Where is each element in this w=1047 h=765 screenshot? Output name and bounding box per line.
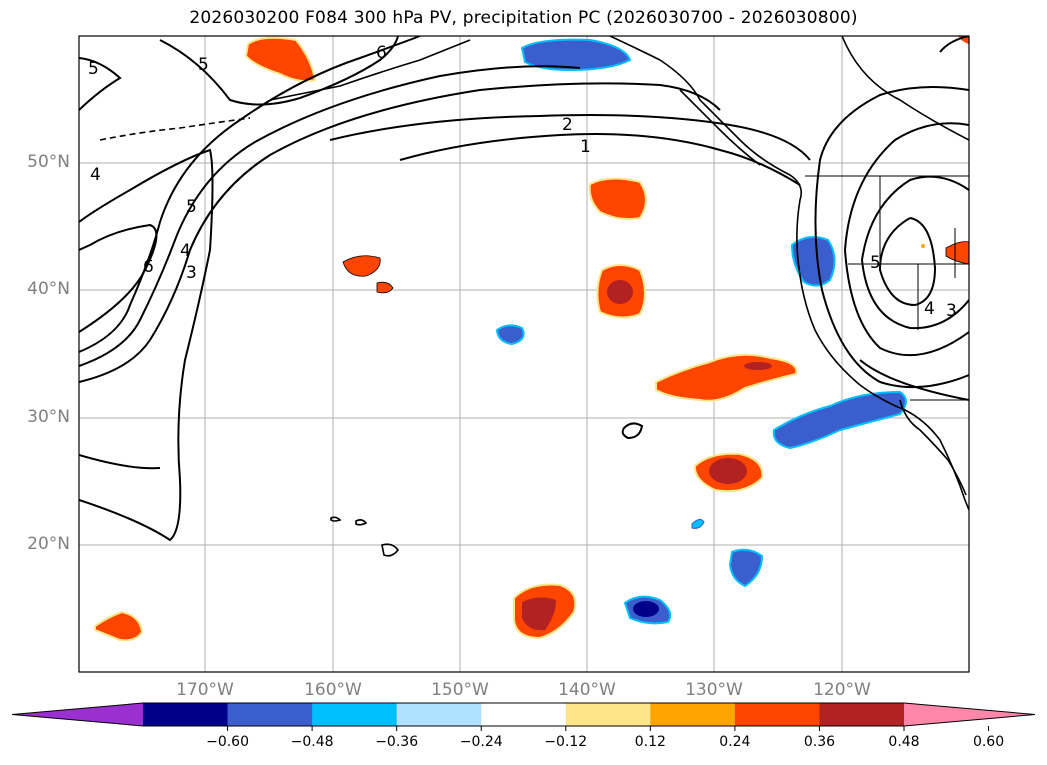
precip-blob xyxy=(244,36,317,83)
precip-blob xyxy=(94,610,144,642)
precip-blob xyxy=(772,390,907,450)
pv-contour-4 xyxy=(79,65,581,367)
precip-blob xyxy=(495,324,525,346)
precip-core xyxy=(522,597,556,631)
colorbar-tick-label: −0.48 xyxy=(290,734,334,750)
precip-blob xyxy=(376,281,394,294)
colorbar-segment xyxy=(396,703,482,726)
contour-label: 2 xyxy=(562,115,573,135)
hawaii-island xyxy=(330,516,342,522)
colorbar-tick-label: −0.36 xyxy=(375,734,419,750)
lon-label-170w: 170°W xyxy=(176,680,234,700)
colorbar-tick-label: −0.24 xyxy=(459,734,503,750)
rockies xyxy=(841,36,969,141)
lon-label-150w: 150°W xyxy=(431,680,489,700)
precip-core xyxy=(744,362,772,370)
plot-border xyxy=(78,35,970,673)
contour-label: 5 xyxy=(198,55,209,75)
colorbar-tick-label: −0.60 xyxy=(206,734,249,750)
colorbar-outline xyxy=(11,702,1036,727)
baja-coast xyxy=(899,399,967,496)
lon-label-120w: 120°W xyxy=(813,680,871,700)
contour-label: 5 xyxy=(870,253,881,273)
contour-label: 3 xyxy=(186,263,197,283)
colorbar-tick-label: 0.48 xyxy=(888,734,920,750)
map-title: 2026030200 F084 300 hPa PV, precipitatio… xyxy=(189,8,858,28)
pv-contour-6 xyxy=(79,223,158,333)
colorbar-segment xyxy=(819,703,905,726)
pv-contour-1 xyxy=(399,133,801,186)
precip-blob xyxy=(520,38,632,72)
colorbar-segment xyxy=(143,703,229,726)
hawaii-island xyxy=(355,519,368,526)
colorbar-extend-high xyxy=(904,703,1035,726)
pv-contour-trough xyxy=(814,85,969,389)
contour-label: 6 xyxy=(376,43,387,63)
colorbar xyxy=(11,702,1036,731)
precip-blob xyxy=(691,518,705,529)
precip-positive-blobs xyxy=(94,36,969,642)
colorbar-segment xyxy=(481,703,567,726)
contour-label: 3 xyxy=(946,301,957,321)
lon-label-130w: 130°W xyxy=(685,680,743,700)
precip-blob xyxy=(342,255,381,277)
contour-label: 1 xyxy=(580,137,591,157)
lat-label-40n: 40°N xyxy=(27,279,70,299)
colorbar-tick-label: 0.12 xyxy=(634,734,666,750)
lon-label-160w: 160°W xyxy=(304,680,362,700)
precip-core xyxy=(607,280,633,304)
pv-contour-ne xyxy=(939,36,969,53)
aleutians xyxy=(99,117,251,141)
colorbar-tick-label: 0.36 xyxy=(803,734,836,750)
pv-contour-labels: 5 5 6 4 5 4 6 3 2 1 5 4 3 xyxy=(88,43,957,321)
precip-negative-blobs xyxy=(495,38,907,625)
pv-contour-trough3 xyxy=(860,175,969,330)
pv-contour-nw2 xyxy=(159,36,399,106)
pv-contour-5 xyxy=(79,36,421,353)
pv-contour-trough4 xyxy=(878,217,937,307)
alaska-coast xyxy=(269,39,471,101)
pv-contour-top xyxy=(79,454,161,470)
colorbar-tick-label: 0.60 xyxy=(972,734,1005,750)
plot-area xyxy=(79,36,969,672)
precip-dot xyxy=(921,244,925,248)
pv-contour-2 xyxy=(329,114,811,161)
colorbar-segment xyxy=(650,703,736,726)
pv-contour-3 xyxy=(79,82,721,383)
contour-label: 6 xyxy=(143,257,154,277)
pv-contour-outer xyxy=(79,148,214,542)
precip-blob xyxy=(728,548,764,588)
colorbar-segment xyxy=(227,703,313,726)
colorbar-segment xyxy=(312,703,398,726)
contour-label: 4 xyxy=(180,241,191,261)
precip-core xyxy=(709,458,747,484)
colorbar-tick-label: 0.24 xyxy=(719,734,751,750)
lat-label-20n: 20°N xyxy=(27,534,70,554)
colorbar-segment xyxy=(734,703,820,726)
lon-label-140w: 140°W xyxy=(558,680,616,700)
precip-blob xyxy=(588,177,647,221)
colorbar-extend-low xyxy=(12,703,143,726)
pv-contour-lake xyxy=(621,422,644,440)
precip-core xyxy=(633,601,659,617)
pv-contours xyxy=(79,36,969,542)
lat-label-30n: 30°N xyxy=(27,407,70,427)
lat-label-50n: 50°N xyxy=(27,152,70,172)
north-america-coast xyxy=(609,36,969,511)
contour-label: 5 xyxy=(88,59,99,79)
colorbar-tick-label: −0.12 xyxy=(544,734,588,750)
pv-contour-nw xyxy=(79,57,122,111)
contour-label: 4 xyxy=(924,299,935,319)
borders xyxy=(805,175,969,401)
hawaii-island xyxy=(381,543,400,557)
colorbar-segment xyxy=(565,703,651,726)
coastlines xyxy=(99,36,969,557)
contour-label: 5 xyxy=(186,197,197,217)
bc-islands xyxy=(679,89,761,166)
pv-contour-se xyxy=(859,359,969,401)
pv-contour-trough2 xyxy=(843,122,969,357)
contour-label: 4 xyxy=(90,165,101,185)
